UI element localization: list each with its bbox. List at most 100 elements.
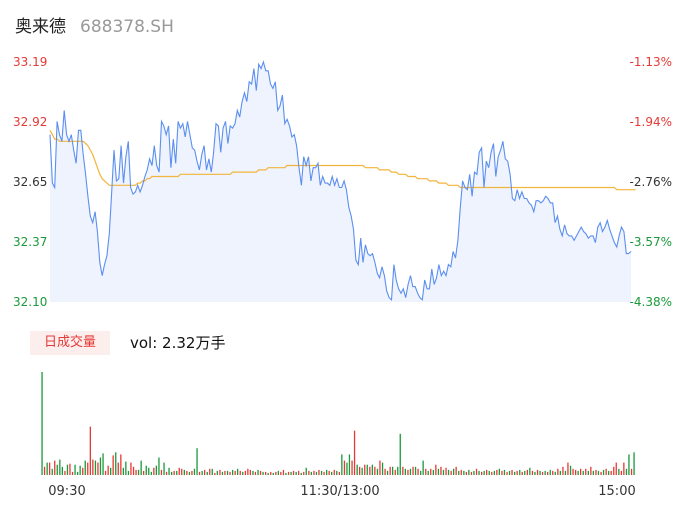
volume-bar [590, 466, 592, 475]
volume-bar [628, 454, 630, 475]
percent-tick-label: -4.38% [630, 295, 672, 309]
volume-bar [300, 472, 302, 475]
volume-bar [224, 470, 226, 475]
volume-bar [440, 466, 442, 475]
volume-bar [43, 466, 46, 475]
volume-bar [315, 471, 318, 475]
volume-bar [77, 471, 79, 475]
volume-bar [633, 452, 635, 475]
volume-bar [137, 469, 140, 476]
volume-bar [437, 468, 440, 475]
volume-bar [298, 470, 300, 475]
volume-bar [326, 469, 328, 476]
volume-bar [59, 459, 61, 475]
volume-bar [267, 472, 269, 475]
volume-bar [623, 462, 625, 475]
volume-bar [559, 470, 561, 475]
volume-bar [564, 470, 567, 475]
volume-bar [186, 470, 188, 475]
time-tick-label: 09:30 [48, 484, 85, 499]
volume-bar [356, 464, 358, 475]
volume-bar [501, 470, 503, 475]
volume-bar [468, 469, 470, 476]
volume-bar [331, 471, 333, 475]
volume-bar [595, 469, 597, 476]
volume-bars [41, 372, 635, 476]
volume-bar [394, 469, 396, 476]
volume-bar [481, 471, 483, 475]
volume-bar [232, 469, 234, 476]
volume-bar [84, 460, 86, 475]
volume-bar [87, 462, 89, 475]
volume-bar [536, 469, 539, 476]
volume-bar [531, 470, 534, 475]
volume-bar [171, 471, 173, 475]
volume-bar [51, 468, 53, 475]
volume-bar [366, 464, 368, 475]
volume-bar [575, 469, 577, 476]
price-area [50, 62, 631, 302]
volume-bar [99, 457, 102, 475]
volume-bar [407, 469, 409, 476]
volume-bar [82, 467, 84, 475]
stock-title-row: 奥来德 688378.SH [15, 12, 174, 40]
volume-bar [287, 471, 290, 475]
volume-bar [587, 470, 589, 475]
volume-bar [460, 469, 462, 476]
volume-bar [618, 468, 620, 475]
volume-bar [361, 467, 363, 475]
volume-bar [265, 471, 267, 475]
volume-bar [580, 468, 582, 475]
volume-bar [97, 462, 99, 475]
volume-bar [79, 465, 81, 475]
volume-bar [506, 471, 508, 475]
volume-bar [214, 472, 216, 475]
volume-bar [486, 469, 488, 476]
volume-bar [353, 430, 356, 475]
volume-bar [74, 464, 76, 475]
volume-bar [392, 466, 394, 475]
volume-bar [557, 468, 559, 475]
volume-bar [585, 468, 587, 475]
volume-bar [427, 470, 429, 475]
volume-bar [526, 469, 528, 476]
volume-bar [348, 454, 351, 475]
volume-bar [125, 461, 127, 475]
volume-bar [465, 471, 467, 475]
volume-bar [475, 468, 478, 475]
volume-bar [341, 454, 343, 475]
volume-bar [295, 471, 297, 475]
volume-bar [102, 453, 104, 475]
volume-bar [544, 470, 546, 475]
volume-bar [165, 471, 168, 475]
volume-bar [127, 470, 130, 475]
volume-bar [107, 465, 109, 475]
volume-bar [597, 470, 600, 475]
volume-bar [41, 372, 43, 475]
price-axis: 33.19 32.92 32.65 32.37 32.10 [13, 55, 47, 309]
volume-bar [470, 471, 473, 475]
percent-tick-label: -1.94% [630, 115, 672, 129]
volume-bar [447, 469, 450, 476]
volume-bar [386, 470, 389, 475]
volume-bar [242, 471, 244, 475]
volume-bar [239, 470, 241, 475]
volume-bar [541, 471, 544, 475]
volume-badge: 日成交量 [30, 331, 110, 355]
volume-bar [364, 464, 366, 475]
price-tick-label: 32.37 [13, 235, 47, 249]
volume-bar [620, 470, 622, 475]
volume-bar [351, 460, 353, 475]
volume-bar [496, 469, 498, 476]
volume-bar [549, 469, 551, 476]
volume-bar [473, 470, 475, 475]
time-tick-label: 15:00 [598, 484, 635, 499]
volume-bar [259, 470, 262, 475]
volume-bar [285, 472, 287, 475]
volume-bar [529, 467, 531, 475]
volume-bar [376, 468, 379, 475]
volume-bar [219, 469, 221, 476]
volume-bar [630, 468, 633, 475]
volume-bar [625, 468, 628, 475]
